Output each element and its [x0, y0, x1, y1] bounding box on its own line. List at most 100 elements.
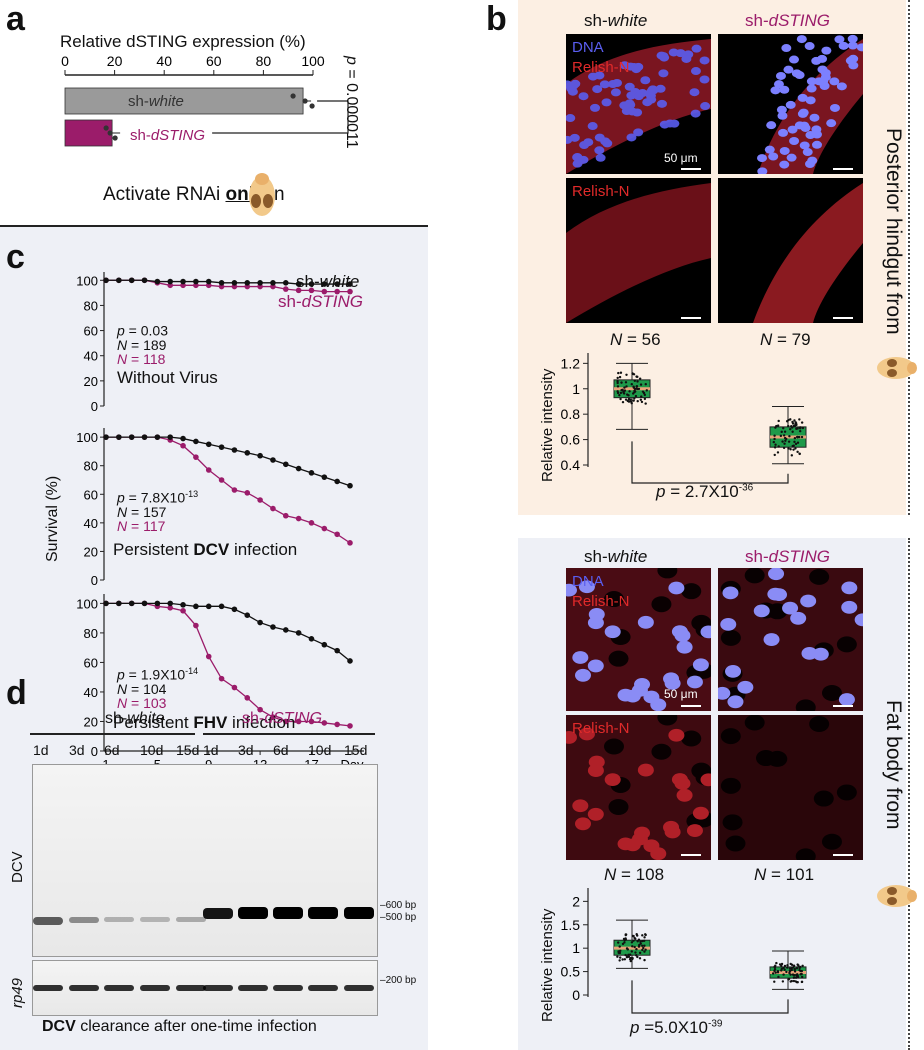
nucleus	[592, 85, 603, 94]
box-point	[621, 958, 624, 961]
nucleus	[590, 103, 601, 112]
box-point	[774, 971, 777, 974]
box-point	[775, 961, 778, 965]
box-point	[621, 400, 625, 404]
survival-point	[218, 675, 225, 682]
survival-tick-label: 80	[84, 459, 98, 474]
box-point	[624, 933, 627, 937]
nucleus	[768, 568, 785, 581]
nucleus	[689, 88, 700, 97]
box-point	[794, 422, 797, 426]
box-point	[633, 936, 636, 940]
survival-point	[128, 434, 135, 440]
box-point	[794, 447, 797, 450]
nucleus	[802, 148, 813, 157]
box-point	[616, 376, 619, 380]
dna-label: DNA	[572, 39, 604, 56]
survival-point	[321, 474, 328, 480]
a-tick-label: 40	[156, 53, 172, 69]
survival-point	[347, 482, 353, 489]
gel-lane-label: 1d	[203, 742, 219, 758]
bar-label-sh-white: sh-white	[128, 93, 184, 110]
nucleus	[633, 128, 644, 137]
survival-point	[282, 280, 289, 286]
survival-tick-label: 60	[84, 655, 98, 670]
scale-bar	[681, 705, 701, 707]
nucleus	[797, 93, 808, 102]
nucleus	[700, 625, 711, 639]
box-point	[624, 381, 628, 384]
scale-label: 50 μm	[664, 151, 698, 165]
divider-dotted-bottom	[908, 538, 910, 1050]
b-top-image-white-merge: DNA Relish-N 50 μm	[566, 34, 711, 174]
gel-band-rp49	[176, 985, 206, 991]
nucleus	[624, 838, 641, 852]
survival-point	[295, 465, 302, 472]
nucleus	[607, 80, 618, 89]
a-dot	[103, 125, 109, 131]
nucleus	[847, 41, 858, 50]
survival-point	[334, 281, 340, 287]
gel-lane-label: 3d	[69, 742, 85, 758]
survival-x-tick-label: 1	[102, 757, 109, 766]
marker-500: –500 bp	[380, 912, 417, 923]
nucleus	[651, 743, 672, 760]
nucleus	[848, 61, 859, 70]
gel-band-dcv	[238, 907, 268, 919]
survival-tick-label: 80	[84, 298, 98, 313]
survival-tick-label: 0	[91, 573, 98, 588]
b-top-side-title: Posterior hindgut from	[882, 128, 905, 335]
box-point	[618, 945, 621, 948]
survival-tick-label: 20	[84, 714, 98, 729]
nucleus	[755, 750, 776, 767]
nucleus	[770, 86, 781, 95]
nucleus	[805, 131, 816, 140]
box-point	[795, 967, 799, 970]
nucleus	[624, 82, 635, 91]
nucleus	[691, 44, 702, 53]
box-point	[773, 966, 777, 969]
nucleus	[809, 113, 820, 122]
b-bottom-col-dsting: sh-dSTING	[745, 547, 831, 566]
nucleus	[656, 99, 667, 108]
box-point	[631, 957, 634, 961]
nucleus	[675, 49, 686, 58]
box-point	[620, 388, 623, 392]
survival-point	[167, 434, 174, 440]
survival-x-tick-label: 5	[154, 757, 161, 766]
nucleus	[725, 664, 742, 678]
box-point	[618, 959, 621, 962]
d-caption: DCV clearance after one-time infection	[42, 1018, 317, 1035]
box-point	[782, 426, 785, 430]
box-point	[636, 375, 639, 379]
box-point	[796, 435, 799, 439]
b-bottom-image-white-relish: Relish-N	[566, 715, 711, 860]
marker-200: –200 bp	[380, 975, 417, 986]
c2-pvalue: p = 7.8X10-13	[117, 489, 199, 506]
nucleus	[676, 788, 693, 802]
nucleus	[575, 817, 592, 831]
box-point	[800, 975, 804, 979]
panel-label-d: d	[6, 674, 27, 712]
nucleus	[640, 76, 651, 85]
survival-point	[167, 600, 174, 607]
nucleus	[779, 146, 790, 155]
nucleus	[718, 686, 731, 700]
box-point	[616, 955, 619, 958]
divider-dotted-top	[908, 0, 910, 515]
d-gel-dcv	[32, 764, 378, 957]
gel-band-rp49	[33, 985, 63, 991]
box-point	[776, 971, 780, 974]
nucleus	[578, 92, 589, 101]
nucleus	[821, 46, 832, 55]
nucleus	[578, 155, 589, 164]
d-group-dsting: sh-dSTING	[242, 710, 323, 727]
survival-point	[141, 277, 148, 284]
a-dot	[309, 103, 315, 109]
nucleus	[812, 140, 823, 149]
box-point	[801, 426, 805, 430]
survival-point	[347, 288, 353, 295]
box-point	[632, 385, 635, 388]
nucleus	[836, 636, 857, 653]
box-point	[625, 385, 628, 388]
